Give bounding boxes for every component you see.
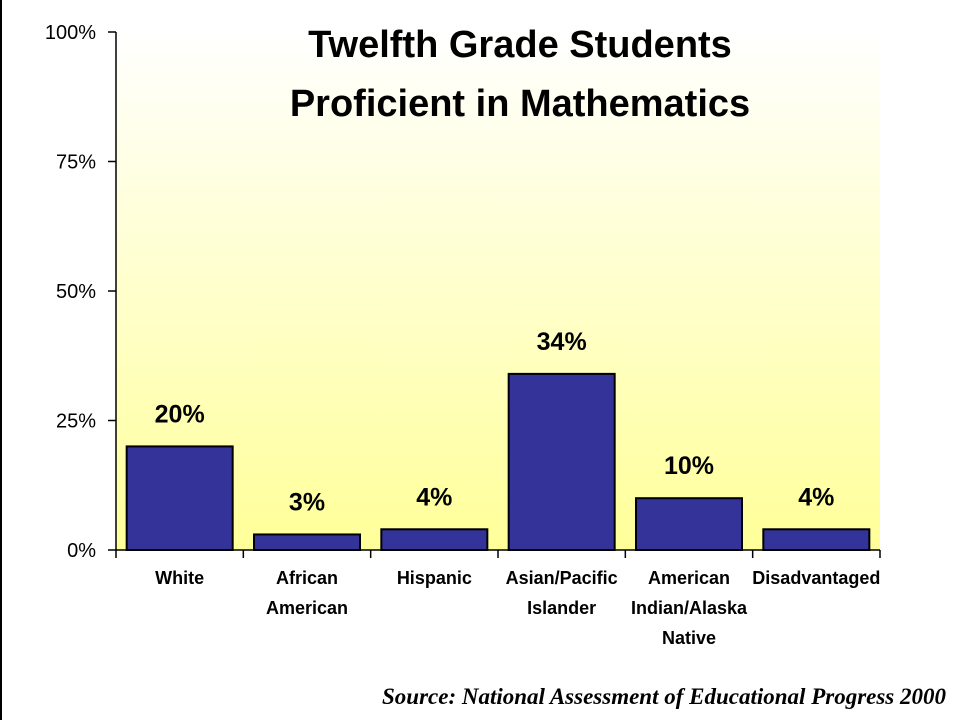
x-tick-label: Asian/Pacific <box>506 568 618 588</box>
chart-title-line-2: Proficient in Mathematics <box>290 83 750 125</box>
bar <box>762 528 871 552</box>
chart-title-line-1: Twelfth Grade Students <box>308 24 732 66</box>
y-tick-label: 75% <box>56 152 96 174</box>
bar <box>507 372 616 551</box>
x-tick-label: Native <box>662 628 716 648</box>
x-tick-label: African <box>276 568 338 588</box>
y-tick-label: 0% <box>67 540 96 562</box>
bar <box>253 533 361 552</box>
bar <box>635 497 743 552</box>
data-label: 34% <box>537 328 587 356</box>
bar <box>380 528 489 552</box>
x-tick-label: Disadvantaged <box>752 568 880 588</box>
data-label: 10% <box>664 452 714 480</box>
x-tick-label: American <box>266 598 348 618</box>
data-label: 4% <box>416 483 452 511</box>
left-border-rule <box>0 0 2 720</box>
data-label: 20% <box>155 400 205 428</box>
x-tick-label: American <box>648 568 730 588</box>
data-label: 3% <box>289 488 325 516</box>
x-tick-label: Hispanic <box>397 568 472 588</box>
x-tick-label: White <box>155 568 204 588</box>
data-label: 4% <box>798 483 834 511</box>
plot-area-background <box>116 32 880 550</box>
y-tick-label: 25% <box>56 411 96 433</box>
source-note: Source: National Assessment of Education… <box>382 684 946 709</box>
x-tick-label: Islander <box>527 598 596 618</box>
y-tick-label: 100% <box>45 22 96 44</box>
bar <box>125 445 234 551</box>
x-tick-label: Indian/Alaska <box>631 598 748 618</box>
y-tick-label: 50% <box>56 281 96 303</box>
